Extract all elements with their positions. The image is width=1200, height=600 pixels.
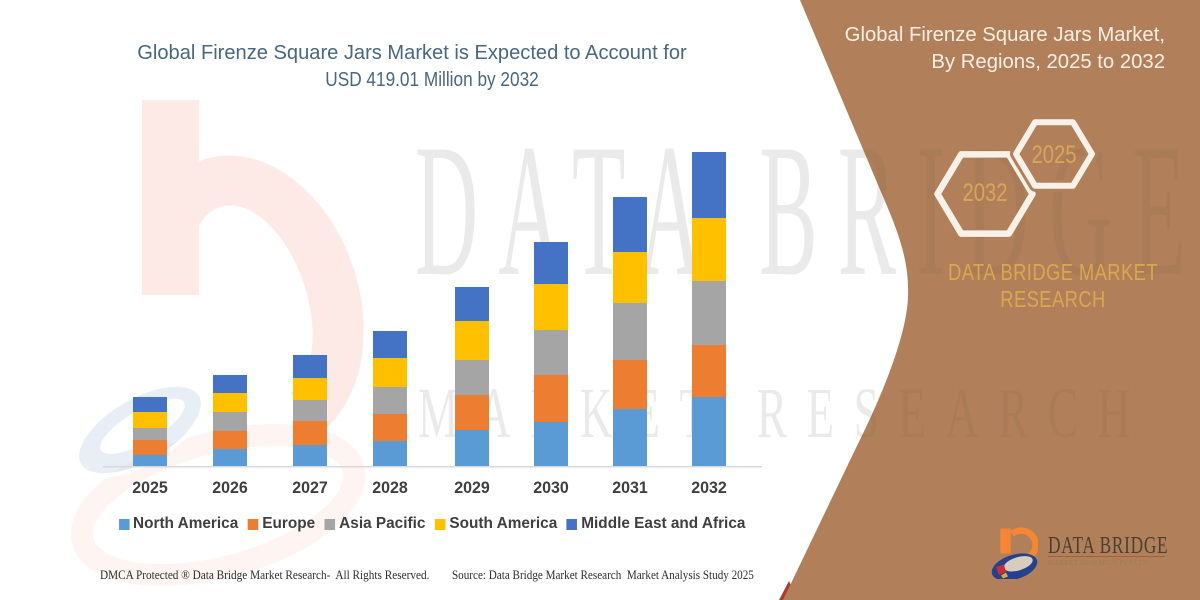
svg-text:2025: 2025 [1032, 141, 1077, 169]
svg-text:2032: 2032 [963, 179, 1008, 207]
